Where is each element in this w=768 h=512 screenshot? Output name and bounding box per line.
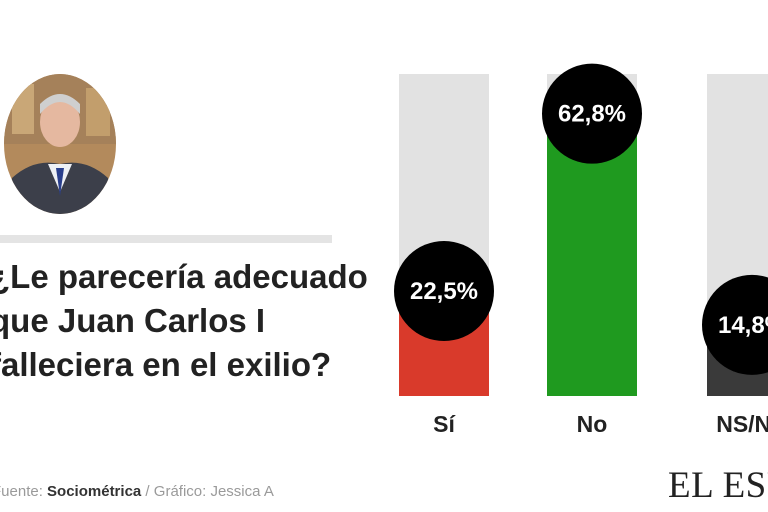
data-label: 14,8% <box>718 312 768 339</box>
question-line: falleciera en el exilio? <box>0 346 332 383</box>
value-bubble <box>394 241 494 341</box>
source-credit: Fuente: Sociométrica / Gráfico: Jessica … <box>0 483 274 500</box>
category-label: No <box>577 411 608 437</box>
divider <box>0 235 332 243</box>
source-name: Sociométrica <box>47 483 142 500</box>
source-prefix: Fuente: <box>0 483 43 500</box>
question-line: ¿Le parecería adecuado <box>0 258 368 295</box>
data-label: 22,5% <box>410 278 478 305</box>
value-bubble <box>702 274 768 375</box>
graphic-credit: Gráfico: Jessica A <box>153 483 274 500</box>
bar <box>547 119 637 397</box>
category-label: NS/NC <box>716 411 768 437</box>
category-label: Sí <box>433 411 456 437</box>
data-label: 62,8% <box>558 101 626 128</box>
newspaper-logo: EL ESPAÑOL <box>668 465 768 506</box>
question-line: que Juan Carlos I <box>0 302 266 339</box>
value-bubble <box>542 63 642 164</box>
question-text: ¿Le parecería adecuado que Juan Carlos I… <box>0 255 368 387</box>
source-separator: / <box>141 483 154 500</box>
